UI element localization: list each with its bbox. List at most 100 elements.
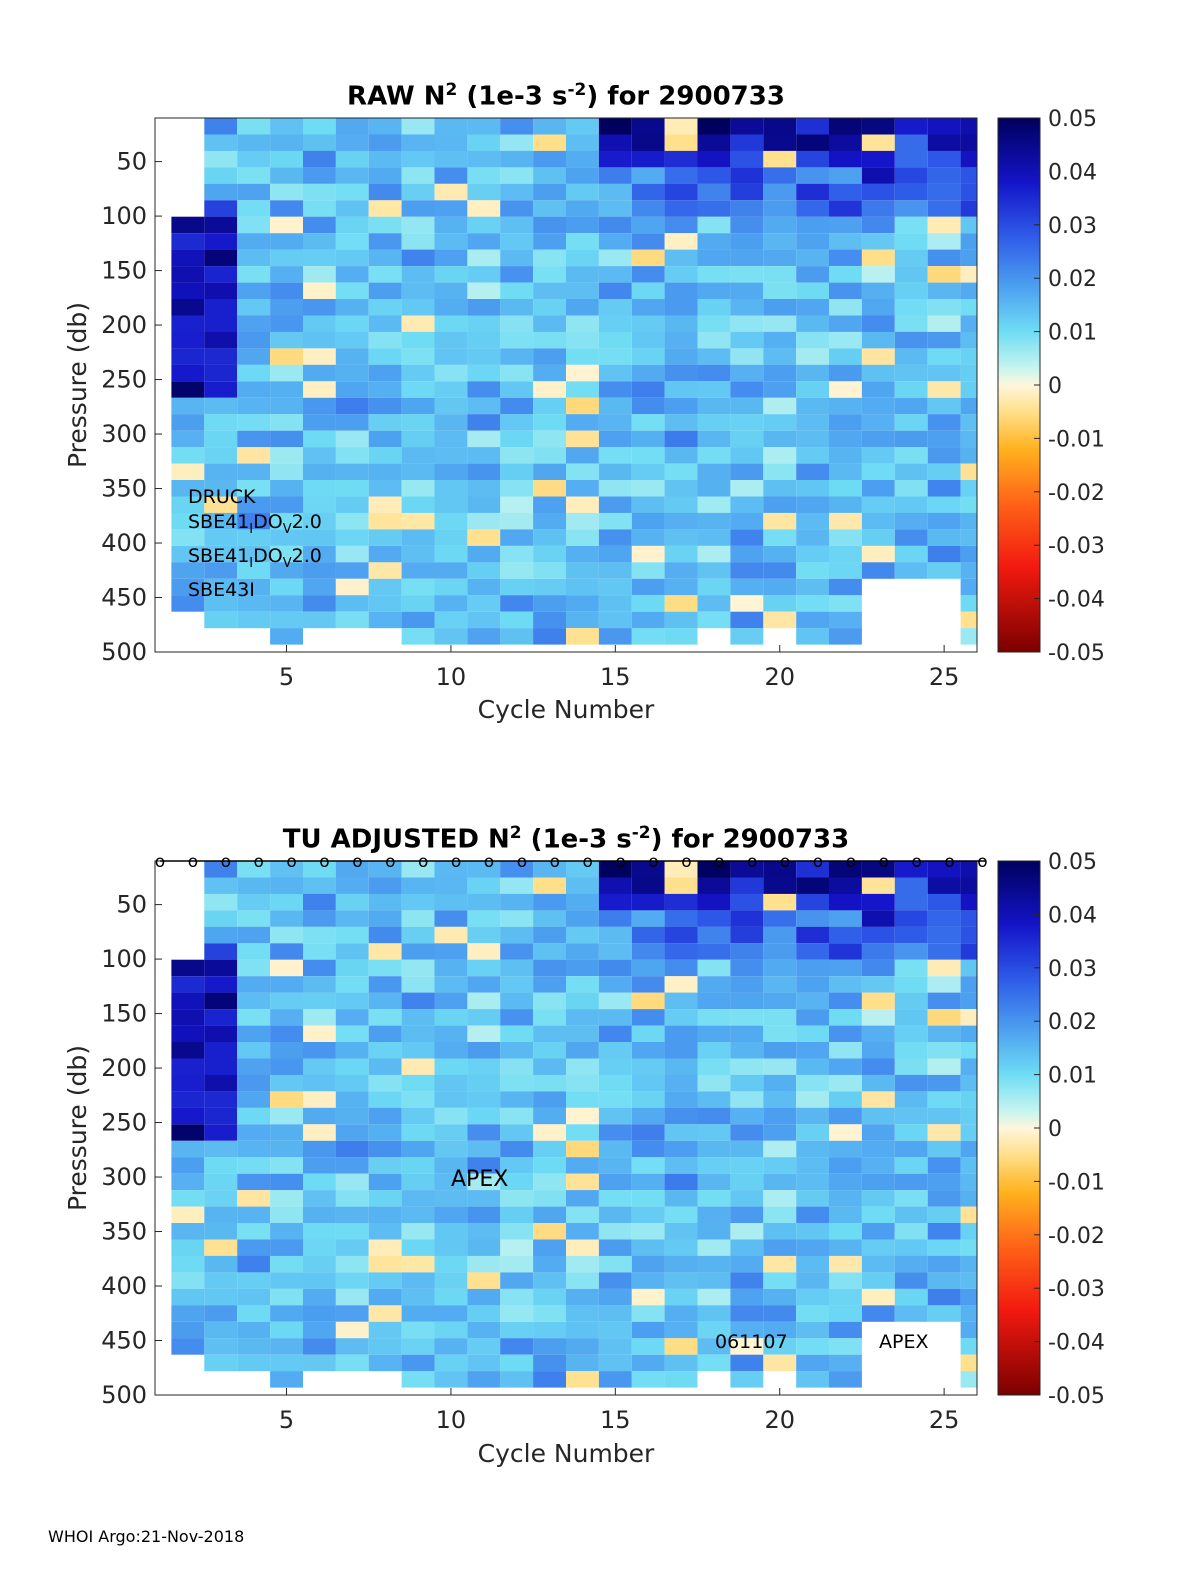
heatmap-cell (598, 1042, 632, 1059)
heatmap-cell (237, 134, 271, 151)
heatmap-cell (500, 1124, 534, 1141)
heatmap-cell (533, 200, 566, 217)
heatmap-cell (763, 216, 797, 234)
heatmap-cell (500, 1288, 534, 1306)
heatmap-cell (697, 315, 731, 332)
heatmap-cell (566, 397, 599, 415)
heatmap-cell (500, 496, 534, 513)
heatmap-cell (861, 266, 895, 283)
heatmap-cell (270, 150, 303, 168)
heatmap-cell (697, 480, 731, 497)
heatmap-cell (763, 1157, 797, 1174)
heatmap-cell (796, 1206, 830, 1224)
qc-marker: o (780, 852, 790, 872)
heatmap-cell (730, 861, 764, 878)
heatmap-cell (763, 134, 797, 151)
heatmap-cell (730, 430, 764, 448)
heatmap-cell (303, 926, 336, 944)
heatmap-cell (829, 976, 862, 993)
heatmap-cell (401, 926, 435, 944)
heatmap-cell (598, 183, 632, 201)
heatmap-cell (204, 282, 238, 300)
heatmap-cell (631, 266, 665, 283)
heatmap-cell (467, 1321, 501, 1339)
heatmap-cell (335, 249, 369, 267)
heatmap-cell (467, 1157, 501, 1174)
heatmap-cell (204, 1009, 238, 1026)
sbe41-label-a: SBE41IDOV2.0 (188, 511, 322, 537)
heatmap-cell (763, 1255, 797, 1273)
heatmap-cell (796, 266, 830, 283)
heatmap-cell (730, 447, 764, 464)
heatmap-cell (500, 216, 534, 234)
heatmap-cell (796, 233, 830, 250)
heatmap-cell (500, 348, 534, 365)
qc-marker: o (550, 852, 560, 872)
heatmap-cell (335, 1239, 369, 1256)
heatmap-cell (631, 381, 665, 398)
heatmap-cell (303, 976, 336, 993)
heatmap-cell (763, 545, 797, 563)
heatmap-cell (533, 545, 566, 563)
heatmap-cell (796, 216, 830, 234)
heatmap-cell (401, 463, 435, 481)
heatmap-cell (796, 183, 830, 201)
heatmap-cell (927, 150, 961, 168)
heatmap-cell (730, 1223, 764, 1240)
heatmap-cell (270, 315, 303, 332)
heatmap-cell (829, 480, 862, 497)
heatmap-cell (237, 1239, 271, 1256)
heatmap-cell (401, 992, 435, 1010)
heatmap-cell (533, 910, 566, 927)
heatmap-cell (401, 893, 435, 911)
heatmap-cell (894, 134, 928, 151)
heatmap-cell (533, 348, 566, 365)
heatmap-cell (467, 1107, 501, 1125)
heatmap-cell (171, 1223, 205, 1240)
heatmap-cell (829, 1107, 862, 1125)
y-tick-label: 250 (101, 1109, 147, 1137)
heatmap-cell (434, 1173, 468, 1191)
heatmap-cell (270, 1058, 303, 1075)
heatmap-cell (467, 430, 501, 448)
heatmap-cell (960, 348, 977, 365)
heatmap-cell (270, 861, 303, 878)
heatmap-cell (894, 1206, 928, 1224)
heatmap-cell (204, 1058, 238, 1075)
heatmap-cell (270, 877, 303, 894)
heatmap-cell (270, 414, 303, 431)
heatmap-cell (533, 1288, 566, 1306)
heatmap-cell (697, 430, 731, 448)
heatmap-cell (927, 1042, 961, 1059)
heatmap-cell (204, 1272, 238, 1289)
heatmap-cell (861, 1091, 895, 1108)
heatmap-cell (796, 414, 830, 431)
heatmap-cell (829, 1338, 862, 1355)
heatmap-cell (467, 1124, 501, 1141)
heatmap-cell (270, 1074, 303, 1092)
heatmap-cell (829, 282, 862, 300)
heatmap-cell (664, 134, 698, 151)
heatmap-cell (303, 1255, 336, 1273)
heatmap-cell (894, 480, 928, 497)
heatmap-cell (401, 348, 435, 365)
heatmap-cell (861, 233, 895, 250)
heatmap-cell (894, 910, 928, 927)
heatmap-cell (631, 183, 665, 201)
heatmap-cell (204, 249, 238, 267)
heatmap-cell (500, 1140, 534, 1158)
heatmap-cell (171, 480, 205, 497)
heatmap-cell (861, 299, 895, 316)
adjusted-x-ticks: 5 10 15 20 25 (279, 1388, 959, 1434)
heatmap-cell (829, 1288, 862, 1306)
heatmap-cell (796, 1371, 830, 1388)
heatmap-cell (368, 1223, 402, 1240)
heatmap-cell (598, 1124, 632, 1141)
heatmap-cell (829, 529, 862, 546)
heatmap-cell (533, 1190, 566, 1207)
heatmap-cell (763, 1074, 797, 1092)
heatmap-cell (664, 1321, 698, 1339)
heatmap-cell (237, 1058, 271, 1075)
heatmap-cell (829, 1058, 862, 1075)
heatmap-cell (927, 943, 961, 960)
